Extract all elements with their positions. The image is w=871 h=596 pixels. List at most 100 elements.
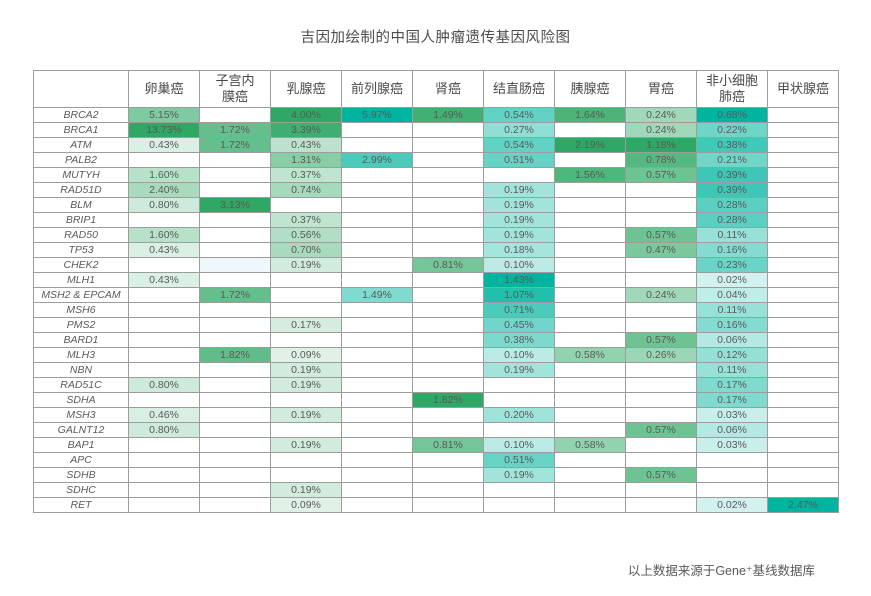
risk-cell bbox=[128, 437, 200, 453]
risk-cell: 0.24% bbox=[625, 122, 697, 138]
risk-cell bbox=[412, 197, 484, 213]
gene-label: SDHA bbox=[33, 392, 129, 408]
gene-label: BLM bbox=[33, 197, 129, 213]
risk-cell: 0.57% bbox=[625, 167, 697, 183]
risk-cell bbox=[767, 167, 839, 183]
risk-cell bbox=[554, 197, 626, 213]
risk-cell bbox=[625, 392, 697, 408]
risk-cell bbox=[412, 422, 484, 438]
risk-cell: 2.19% bbox=[554, 137, 626, 153]
risk-cell: 0.03% bbox=[696, 407, 768, 423]
risk-cell: 1.18% bbox=[625, 137, 697, 153]
risk-cell bbox=[767, 197, 839, 213]
risk-cell bbox=[199, 482, 271, 498]
risk-cell: 0.17% bbox=[696, 392, 768, 408]
risk-cell bbox=[270, 272, 342, 288]
chart-title: 吉因加绘制的中国人肿瘤遗传基因风险图 bbox=[300, 30, 571, 46]
risk-cell bbox=[767, 182, 839, 198]
table-row: RAD50 1.60% 0.56% 0.19% 0.57% 0.11% bbox=[33, 227, 839, 243]
risk-cell bbox=[128, 302, 200, 318]
risk-cell bbox=[625, 482, 697, 498]
table-row: BRCA2 5.15% 4.00% 5.97% 1.49% 0.54% 1.64% 0.24%… bbox=[33, 107, 839, 123]
risk-cell bbox=[412, 137, 484, 153]
risk-cell: 0.10% bbox=[483, 437, 555, 453]
risk-cell: 0.43% bbox=[128, 272, 200, 288]
table-row: ATM 0.43% 1.72% 0.43% 0.54% 2.19% 1.18% 0.38% bbox=[33, 137, 839, 153]
risk-cell: 0.80% bbox=[128, 377, 200, 393]
risk-cell: 0.80% bbox=[128, 197, 200, 213]
risk-cell bbox=[554, 482, 626, 498]
risk-cell: 0.16% bbox=[696, 317, 768, 333]
risk-cell bbox=[341, 392, 413, 408]
risk-cell: 0.11% bbox=[696, 302, 768, 318]
risk-cell bbox=[199, 407, 271, 423]
gene-label: MLH3 bbox=[33, 347, 129, 363]
risk-cell bbox=[554, 272, 626, 288]
risk-cell bbox=[554, 422, 626, 438]
risk-cell: 0.78% bbox=[625, 152, 697, 168]
risk-cell bbox=[199, 242, 271, 258]
risk-cell: 1.31% bbox=[270, 152, 342, 168]
risk-cell bbox=[199, 272, 271, 288]
risk-cell bbox=[270, 452, 342, 468]
gene-label: MUTYH bbox=[33, 167, 129, 183]
risk-cell: 2.40% bbox=[128, 182, 200, 198]
risk-cell bbox=[412, 317, 484, 333]
risk-cell: 0.17% bbox=[270, 317, 342, 333]
risk-cell: 0.45% bbox=[483, 317, 555, 333]
risk-cell bbox=[341, 377, 413, 393]
source-note: 以上数据来源于Gene⁺基线数据库 bbox=[627, 564, 815, 578]
risk-cell bbox=[483, 167, 555, 183]
risk-cell bbox=[767, 377, 839, 393]
risk-cell: 0.19% bbox=[483, 197, 555, 213]
risk-cell: 4.00% bbox=[270, 107, 342, 123]
gene-label: RAD51D bbox=[33, 182, 129, 198]
risk-cell bbox=[767, 257, 839, 273]
risk-cell: 0.24% bbox=[625, 287, 697, 303]
gene-label: RAD50 bbox=[33, 227, 129, 243]
table-row: RET 0.09% 0.02% 2.47% bbox=[33, 497, 839, 513]
risk-cell: 1.72% bbox=[199, 122, 271, 138]
risk-cell: 0.11% bbox=[696, 227, 768, 243]
risk-cell: 5.97% bbox=[341, 107, 413, 123]
risk-cell bbox=[483, 497, 555, 513]
risk-cell bbox=[767, 452, 839, 468]
gene-label: GALNT12 bbox=[33, 422, 129, 438]
risk-cell bbox=[767, 332, 839, 348]
risk-cell bbox=[341, 452, 413, 468]
risk-cell bbox=[412, 242, 484, 258]
risk-cell: 1.72% bbox=[199, 287, 271, 303]
risk-cell bbox=[412, 482, 484, 498]
column-header: 结直肠癌 bbox=[483, 70, 555, 108]
risk-cell: 0.10% bbox=[483, 347, 555, 363]
risk-cell bbox=[625, 317, 697, 333]
risk-cell bbox=[554, 302, 626, 318]
risk-cell: 0.51% bbox=[483, 152, 555, 168]
risk-cell: 0.37% bbox=[270, 167, 342, 183]
risk-cell bbox=[128, 452, 200, 468]
risk-cell bbox=[199, 452, 271, 468]
risk-table: 卵巢癌 子宫内 膜癌 乳腺癌 前列腺癌 肾癌 结直肠癌 胰腺癌 胃癌 非小细胞 肺癌 甲状腺癌 B… bbox=[33, 70, 839, 513]
risk-cell bbox=[767, 272, 839, 288]
risk-cell: 0.28% bbox=[696, 212, 768, 228]
risk-cell: 0.27% bbox=[483, 122, 555, 138]
risk-cell bbox=[341, 437, 413, 453]
risk-cell: 0.38% bbox=[696, 137, 768, 153]
risk-cell bbox=[767, 287, 839, 303]
table-row: MUTYH 1.60% 0.37% 1.56% 0.57% 0.39% bbox=[33, 167, 839, 183]
risk-cell bbox=[128, 392, 200, 408]
gene-label: MSH2 & EPCAM bbox=[33, 287, 129, 303]
column-header: 子宫内 膜癌 bbox=[199, 70, 271, 108]
risk-cell: 1.82% bbox=[199, 347, 271, 363]
risk-cell: 0.57% bbox=[625, 422, 697, 438]
risk-cell bbox=[341, 122, 413, 138]
risk-cell bbox=[341, 167, 413, 183]
risk-cell: 0.19% bbox=[270, 407, 342, 423]
gene-label: MLH1 bbox=[33, 272, 129, 288]
risk-cell bbox=[767, 362, 839, 378]
risk-cell: 0.81% bbox=[412, 437, 484, 453]
risk-cell bbox=[128, 332, 200, 348]
column-header: 乳腺癌 bbox=[270, 70, 342, 108]
risk-cell: 0.11% bbox=[696, 362, 768, 378]
